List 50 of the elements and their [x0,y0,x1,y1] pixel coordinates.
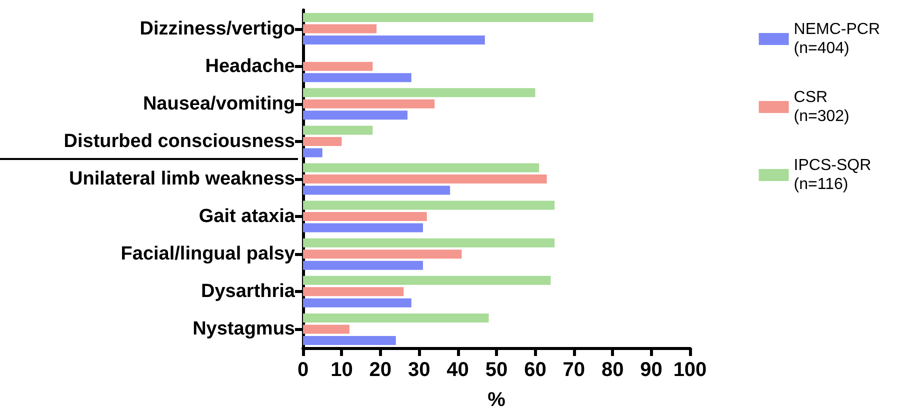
bar [303,36,485,45]
y-tick-label: Nausea/vomiting [142,93,295,114]
bar [303,200,555,210]
y-tick-label: Dysarthria [201,281,296,302]
y-tick-label: Unilateral limb weakness [69,168,295,190]
bar [303,212,427,222]
x-tick-label: 30 [408,359,430,381]
bar [303,126,373,135]
bar [303,260,423,270]
legend-label: CSR (n=302) [794,89,850,125]
x-tick-label: 50 [485,359,508,381]
bar [303,276,551,285]
y-tick-label: Facial/lingual palsy [120,244,296,265]
x-tick-label: 60 [524,359,546,381]
bar [303,73,412,82]
x-tick-label: 0 [297,359,309,381]
x-tick-label: 20 [369,359,392,381]
bar [303,298,412,308]
bar [303,88,536,98]
y-tick-label: Nystagmus [192,318,295,340]
bar [303,287,404,296]
bar [303,24,377,34]
x-tick-label: 90 [640,359,662,381]
x-tick-label: 100 [673,359,707,381]
legend-label: IPCS-SQR (n=116) [794,157,872,193]
y-tick-label: Gait ataxia [198,206,296,228]
bar [303,13,594,22]
bar [303,148,322,158]
legend-label: NEMC-PCR (n=404) [794,21,880,57]
bar [303,324,350,334]
x-tick-label: 80 [601,359,624,381]
y-tick-label: Dizziness/vertigo [140,18,295,40]
bar [303,163,540,172]
x-axis-title: % [488,389,506,411]
bar [303,250,462,259]
bar [303,99,435,108]
x-tick-label: 10 [330,359,353,381]
bar [303,223,423,232]
x-tick-label: 40 [446,359,469,381]
bar [303,136,342,146]
bar [303,110,408,120]
x-tick-label: 70 [562,359,586,381]
bar [303,313,489,322]
bar [303,336,396,345]
bar [303,238,555,248]
bar [303,186,450,195]
y-tick-label: Disturbed consciousness [64,130,295,152]
bar [303,62,373,71]
bar [303,174,547,184]
y-tick-label: Headache [205,56,295,77]
